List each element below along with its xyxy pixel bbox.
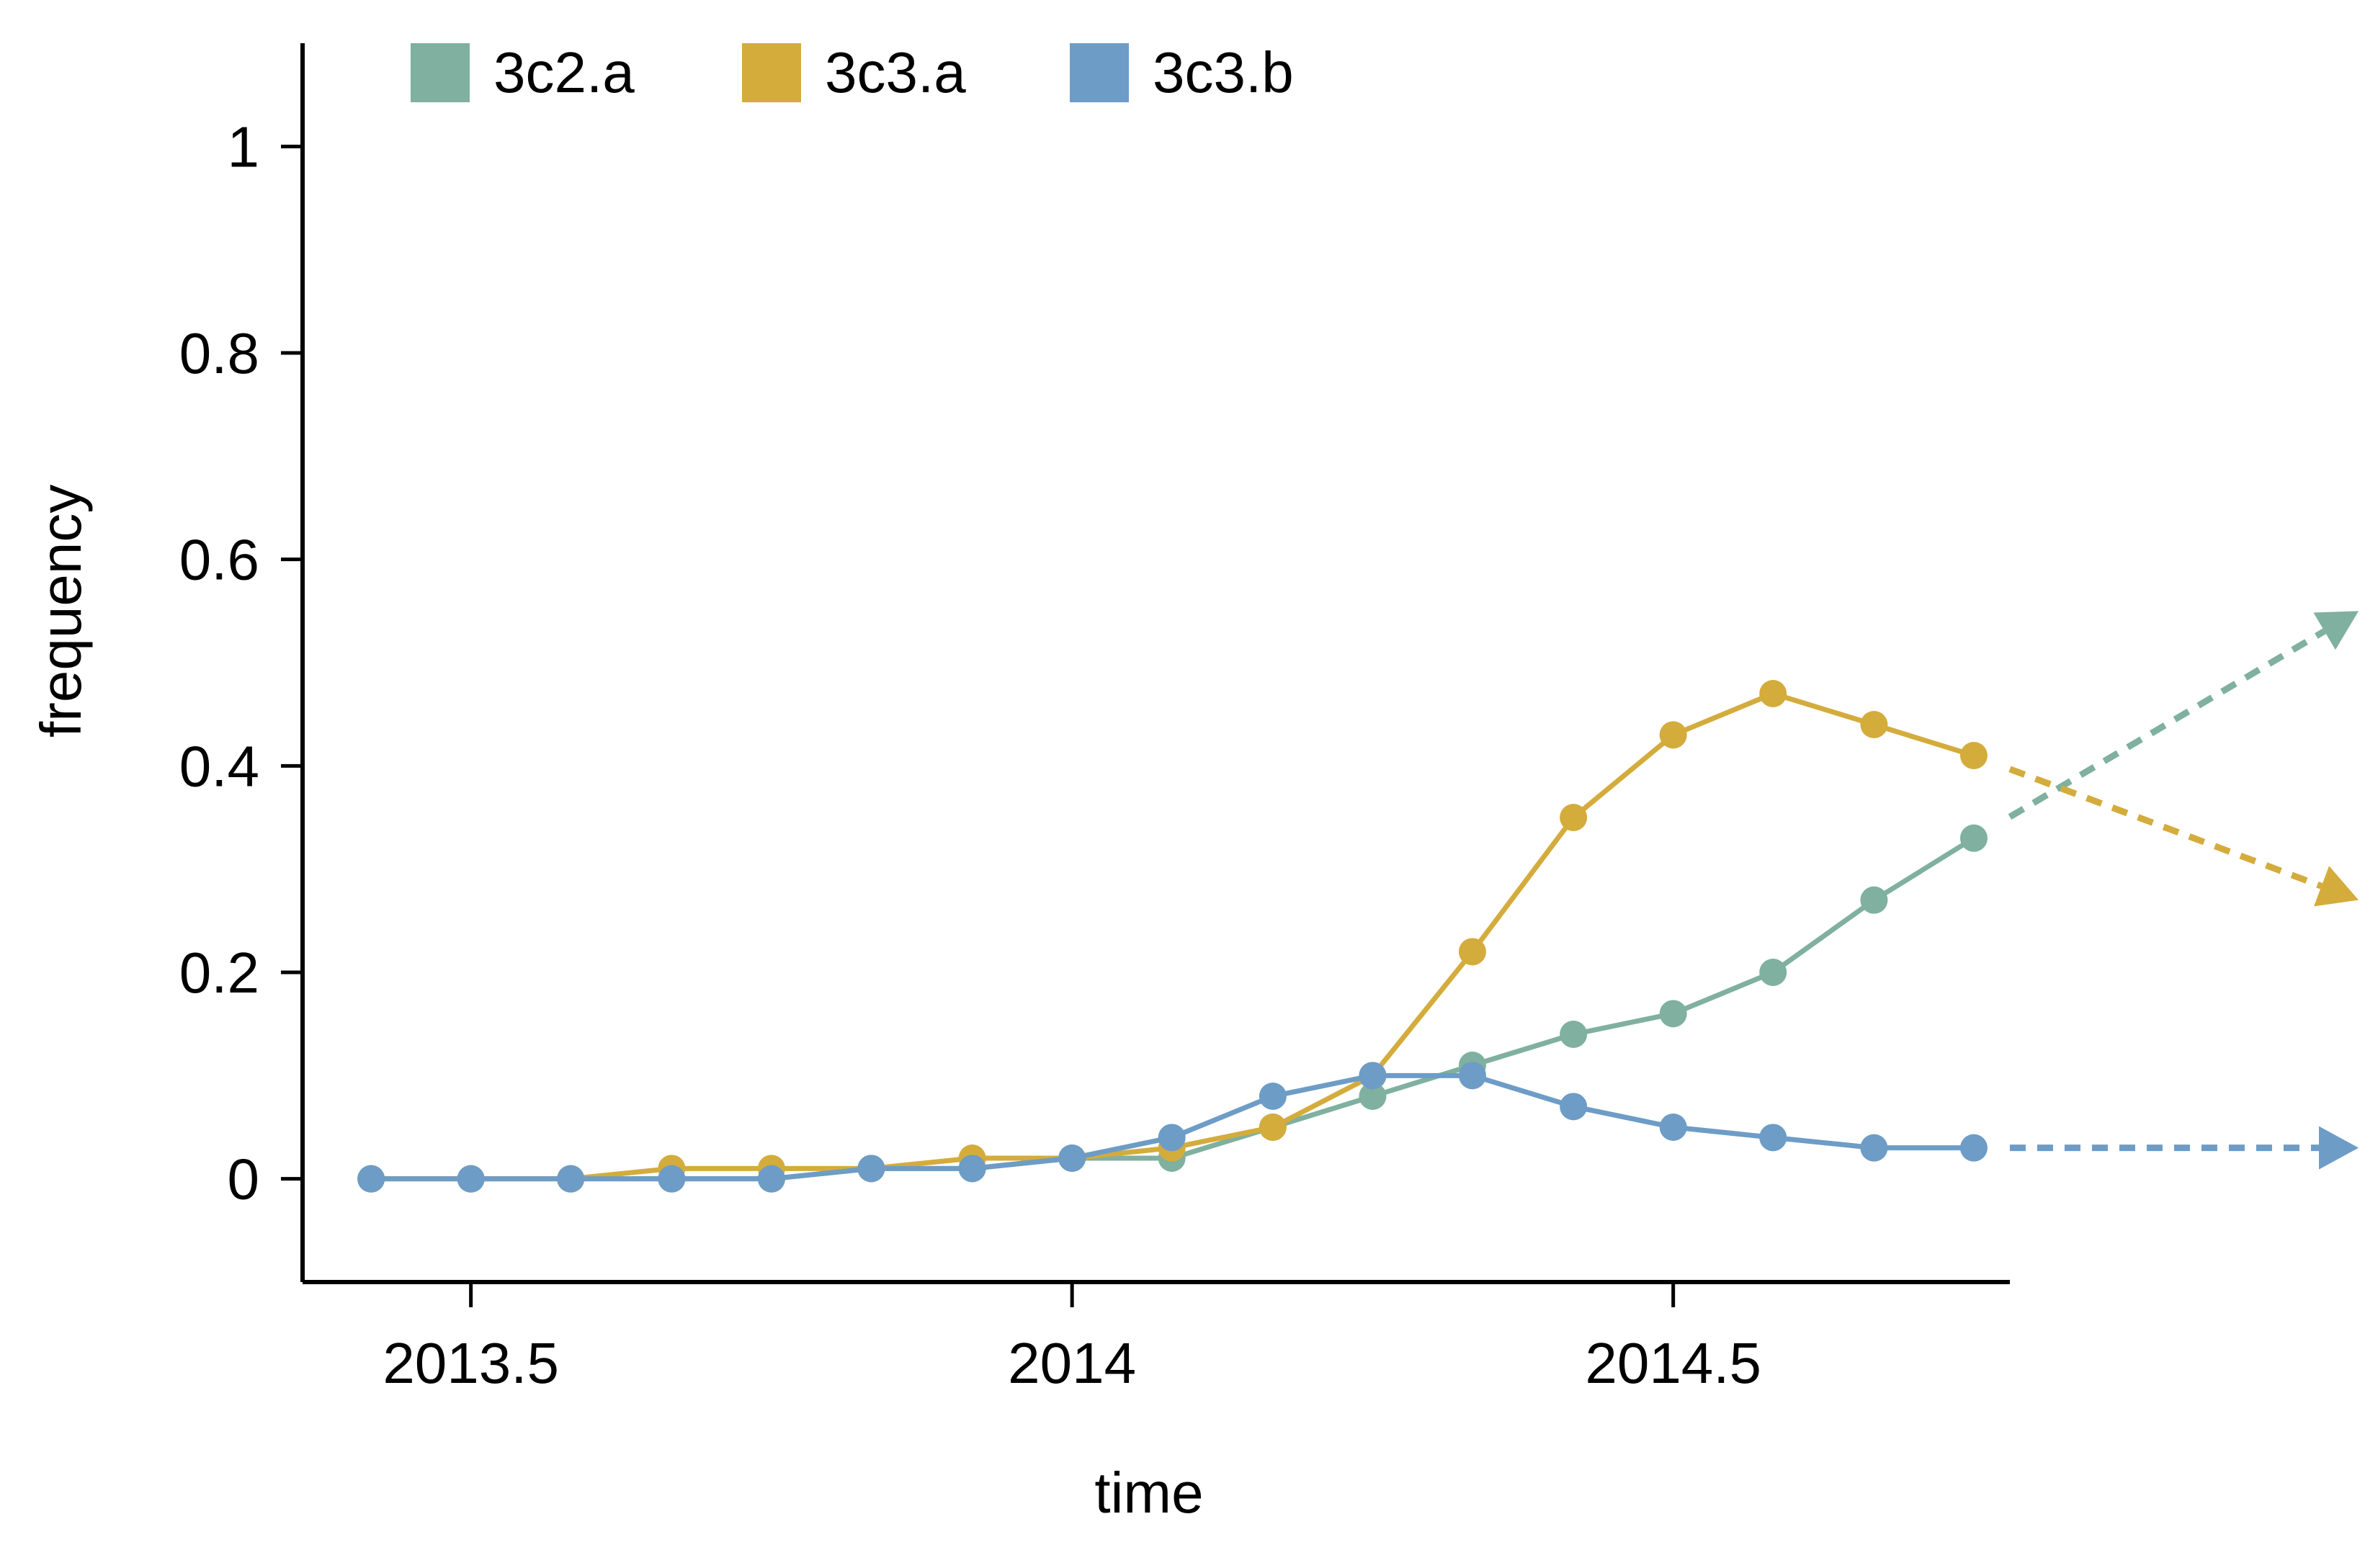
data-point	[1759, 1124, 1787, 1152]
data-point	[457, 1165, 485, 1193]
data-point	[357, 1165, 385, 1193]
series-3c3.b	[357, 1062, 2359, 1193]
legend-label: 3c3.b	[1153, 40, 1294, 104]
y-tick-label: 0.4	[179, 734, 259, 798]
data-point	[1959, 742, 1988, 769]
y-ticks: 0 0.2 0.4 0.6 0.8 1	[179, 115, 303, 1211]
data-point	[1560, 804, 1588, 831]
data-point	[1058, 1144, 1086, 1172]
series-3c3.a	[357, 680, 2359, 1193]
y-tick-label: 0.8	[179, 321, 259, 385]
y-tick-label: 1	[228, 115, 260, 179]
data-point	[1759, 680, 1787, 707]
legend: 3c2.a 3c3.a 3c3.b	[411, 40, 1294, 104]
y-tick-label: 0	[228, 1147, 260, 1211]
data-point	[1458, 938, 1486, 966]
x-tick-label: 2014	[1008, 1331, 1136, 1395]
x-tick-label: 2013.5	[383, 1331, 559, 1395]
series-3c2.a	[357, 611, 2359, 1193]
data-point	[1659, 1000, 1687, 1028]
projection-line	[2008, 766, 2323, 890]
data-point	[658, 1165, 686, 1193]
data-point	[1359, 1083, 1387, 1110]
y-tick-label: 0.2	[179, 941, 259, 1005]
legend-item-3c3.a: 3c3.a	[742, 40, 966, 104]
data-point	[1359, 1062, 1387, 1090]
data-point	[1860, 1134, 1888, 1162]
data-point	[1259, 1114, 1287, 1141]
legend-item-3c3.b: 3c3.b	[1070, 40, 1294, 104]
x-axis-title: time	[1094, 1461, 1203, 1525]
data-point	[857, 1155, 885, 1183]
series-layer	[357, 611, 2359, 1193]
data-point	[1959, 1134, 1988, 1162]
legend-label: 3c3.a	[825, 40, 966, 104]
data-point	[1659, 1114, 1687, 1141]
data-point	[757, 1165, 785, 1193]
projection-arrowhead	[2313, 866, 2359, 907]
projection-arrowhead	[2319, 1126, 2359, 1170]
data-point	[1560, 1021, 1588, 1048]
data-point	[1659, 721, 1687, 749]
projection-arrowhead	[2313, 611, 2359, 650]
legend-swatch	[1070, 43, 1129, 102]
projection-line	[2008, 628, 2326, 820]
data-point	[1959, 824, 1988, 852]
series-line	[371, 691, 1975, 1182]
data-point	[1458, 1062, 1486, 1090]
legend-label: 3c2.a	[493, 40, 635, 104]
axes: 0 0.2 0.4 0.6 0.8 1 2013.5 2014 2014.5 time fre…	[29, 43, 2010, 1525]
y-axis-title: frequency	[29, 485, 93, 738]
data-point	[1759, 959, 1787, 986]
data-point	[1259, 1083, 1287, 1110]
data-point	[1860, 711, 1888, 738]
data-point	[958, 1155, 986, 1183]
x-tick-label: 2014.5	[1585, 1331, 1761, 1395]
legend-item-3c2.a: 3c2.a	[411, 40, 635, 104]
x-ticks: 2013.5 2014 2014.5	[383, 1282, 1761, 1395]
data-point	[1158, 1124, 1186, 1152]
legend-swatch	[742, 43, 801, 102]
data-point	[1560, 1093, 1588, 1121]
legend-swatch	[411, 43, 470, 102]
y-tick-label: 0.6	[179, 528, 259, 592]
data-point	[1860, 886, 1888, 914]
data-point	[557, 1165, 585, 1193]
